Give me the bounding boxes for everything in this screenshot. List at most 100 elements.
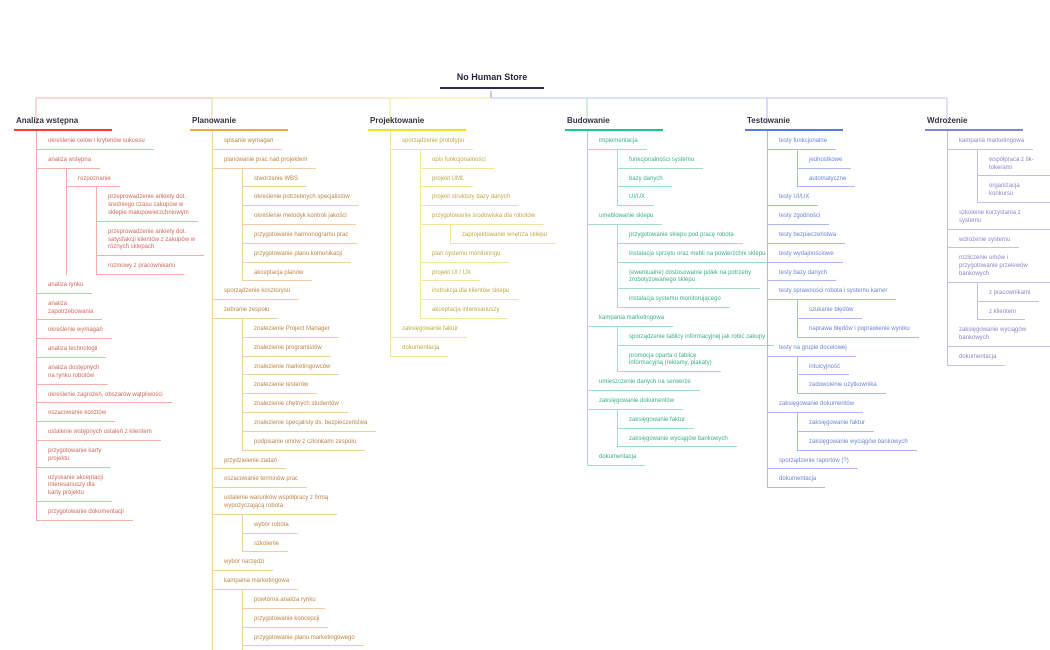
mindmap-node-label[interactable]: kampania marketingowa	[587, 314, 674, 327]
mindmap-node-label[interactable]: zaksięgowanie dokumentów	[587, 397, 684, 410]
mindmap-node-label[interactable]: wdrożenie systemu	[947, 236, 1020, 249]
mindmap-node-label[interactable]: plan systemu monitoringu	[420, 250, 510, 263]
branch-header[interactable]: Testowanie	[745, 114, 843, 131]
mindmap-node-label[interactable]: przygotowanie środowiska dla robotów	[420, 212, 545, 225]
mindmap-node-label[interactable]: umeblowanie sklepu	[587, 212, 663, 225]
mindmap-node-label[interactable]: określenie wymagań	[36, 326, 112, 340]
mindmap-node-label[interactable]: analiza technologii	[36, 345, 107, 358]
mindmap-node-label[interactable]: projekt struktury bazy danych	[420, 193, 520, 207]
mindmap-node-label[interactable]: znalezienie testerów	[242, 381, 318, 395]
mindmap-node-label[interactable]: opis funkcjonalności	[420, 156, 495, 169]
mindmap-node-label[interactable]: testy zgodności	[767, 212, 830, 225]
mindmap-node-label[interactable]: ustalenie warunków współpracy z firmą wy…	[212, 494, 338, 515]
mindmap-node-label[interactable]: uzyskanie akceptacji interesariuszy dla …	[36, 474, 113, 502]
mindmap-node-label[interactable]: projekt UML	[420, 175, 474, 188]
mindmap-node-label[interactable]: przygotowanie harmonogramu prac	[242, 231, 358, 244]
mindmap-node-label[interactable]: sporządzenie kosztorysu	[212, 287, 300, 301]
mindmap-node-label[interactable]: z klientem	[977, 308, 1026, 321]
mindmap-node-label[interactable]: znalezienie chętnych studentów	[242, 400, 348, 413]
mindmap-node-label[interactable]: współpraca z tik-tokerami	[977, 156, 1050, 177]
mindmap-node-label[interactable]: dokumentacja	[390, 344, 449, 357]
mindmap-node-label[interactable]: zaksięgowanie faktur	[617, 416, 695, 429]
mindmap-node-label[interactable]: oszacowanie terminów prac	[212, 475, 308, 489]
mindmap-node-label[interactable]: podpisanie umów z członkami zespołu	[242, 438, 366, 451]
mindmap-node-label[interactable]: określenie metodyk kontroli jakości	[242, 212, 356, 225]
mindmap-node-label[interactable]: zadowolenie użytkownika	[797, 381, 886, 395]
mindmap-node-label[interactable]: przygotowanie dokumentacji	[36, 508, 133, 521]
mindmap-node-label[interactable]: przygotowanie koncepcji	[242, 615, 329, 628]
mindmap-node-label[interactable]: spisanie wymagań	[212, 137, 283, 150]
mindmap-node-label[interactable]: testy funkcjonalne	[767, 137, 837, 150]
branch-header[interactable]: Budowanie	[565, 114, 663, 131]
mindmap-node-label[interactable]: analiza rynku	[36, 281, 93, 294]
mindmap-node-label[interactable]: znalezienie marketingowców	[242, 363, 340, 376]
mindmap-node-label[interactable]: przeprowadzenie ankiety dot. satysfakcji…	[96, 228, 205, 257]
mindmap-node-label[interactable]: przeprowadzenie ankiety dot. średniego c…	[96, 193, 198, 222]
mindmap-node-label[interactable]: szkolenie	[242, 540, 289, 553]
mindmap-node-label[interactable]: automatyczne	[797, 175, 856, 188]
mindmap-node-label[interactable]: instalacja systemu monitorującego	[617, 295, 730, 308]
mindmap-node-label[interactable]: jednostkowe	[797, 156, 852, 169]
mindmap-node-label[interactable]: planowanie prac nad projektem	[212, 156, 317, 169]
mindmap-node-label[interactable]: określenie potrzebnych specjalistów	[242, 193, 359, 207]
mindmap-node-label[interactable]: sporządzenie prototypu	[390, 137, 474, 150]
mindmap-node-label[interactable]: implementacja	[587, 137, 647, 150]
mindmap-node-label[interactable]: (ewentualne) dostosowanie półek na potrz…	[617, 269, 761, 290]
mindmap-node-label[interactable]: zaksięgowanie faktur	[797, 419, 875, 432]
mindmap-node-label[interactable]: kampania marketingowa	[947, 137, 1034, 150]
mindmap-node-label[interactable]: umieszczenie danych na serwerze	[587, 378, 700, 391]
mindmap-node-label[interactable]: wybór robota	[242, 521, 298, 534]
mindmap-node-label[interactable]: powtórna analiza rynku	[242, 596, 325, 609]
mindmap-node-label[interactable]: zaprojektowanie wnętrza sklepu	[450, 231, 557, 244]
mindmap-node-label[interactable]: akceptacja interesariuszy	[420, 306, 509, 319]
mindmap-node-label[interactable]: bazy danych	[617, 175, 672, 188]
branch-header[interactable]: Planowanie	[190, 114, 288, 131]
mindmap-node-label[interactable]: testy wydajnościowe	[767, 250, 843, 263]
mindmap-node-label[interactable]: testy bezpieczeństwa	[767, 231, 846, 244]
mindmap-node-label[interactable]: rozliczenie umów i przygotowanie przelew…	[947, 254, 1050, 283]
mindmap-node-label[interactable]: przygotowanie karty projektu	[36, 447, 111, 468]
mindmap-node-label[interactable]: zaksięgowanie faktur	[390, 325, 468, 338]
mindmap-node-label[interactable]: zaksięgowanie wyciągów bankowych	[617, 435, 737, 448]
mindmap-node-label[interactable]: testy UI/UX	[767, 193, 819, 207]
mindmap-node-label[interactable]: oszacowanie kosztów	[36, 409, 116, 423]
mindmap-node-label[interactable]: instalacja sprzętu oraz mebli na powierz…	[617, 250, 775, 263]
root-node[interactable]: No Human Store	[440, 72, 544, 89]
mindmap-node-label[interactable]: akceptacja planów	[242, 269, 313, 282]
mindmap-node-label[interactable]: szukanie błędów	[797, 306, 863, 319]
mindmap-node-label[interactable]: szkolenie korzystania z systemu	[947, 209, 1050, 230]
branch-header[interactable]: Analiza wstępna	[14, 114, 112, 131]
mindmap-node-label[interactable]: rozmowy z pracownikami	[96, 262, 185, 275]
mindmap-node-label[interactable]: intuicyjność	[797, 363, 850, 376]
mindmap-node-label[interactable]: przygotowanie planu komunikacji	[242, 250, 352, 263]
mindmap-node-label[interactable]: analiza wstępna	[36, 156, 101, 169]
mindmap-node-label[interactable]: promocja oparta o tablicę informacyjną (…	[617, 352, 721, 373]
mindmap-node-label[interactable]: UI/UX	[617, 193, 655, 207]
mindmap-node-label[interactable]: zaksięgowanie wyciągów bankowych	[797, 438, 917, 451]
mindmap-node-label[interactable]: testy bazy danych	[767, 269, 837, 282]
mindmap-node-label[interactable]: dokumentacja	[947, 353, 1006, 366]
mindmap-node-label[interactable]: testy na grupie docelowej	[767, 344, 856, 357]
branch-header[interactable]: Wdrożenie	[925, 114, 1023, 131]
mindmap-node-label[interactable]: określenie zagrożeń, obszarów wątpliwośc…	[36, 391, 172, 404]
mindmap-node-label[interactable]: zaksięgowanie dokumentów	[767, 400, 864, 413]
mindmap-node-label[interactable]: zebranie zespołu	[212, 306, 279, 319]
mindmap-node-label[interactable]: przygotowanie sklepu pod pracę robota	[617, 231, 743, 244]
mindmap-node-label[interactable]: analiza dostępnych na rynku robotów	[36, 364, 109, 385]
mindmap-node-label[interactable]: organizacja konkursu	[977, 182, 1050, 203]
mindmap-node-label[interactable]: kampania marketingowa	[212, 577, 299, 590]
mindmap-node-label[interactable]: naprawa błędów i poprawienie wyniku	[797, 325, 919, 338]
mindmap-node-label[interactable]: projekt UI / UX	[420, 269, 481, 282]
mindmap-node-label[interactable]: wybór narzędzi	[212, 558, 274, 572]
mindmap-node-label[interactable]: dokumentacja	[767, 475, 826, 489]
mindmap-node-label[interactable]: ustalenie wstępnych ustaleń z klientem	[36, 428, 161, 441]
mindmap-node-label[interactable]: zaksięgowanie wyciągów bankowych	[947, 326, 1050, 347]
mindmap-node-label[interactable]: przydzielenie zadań	[212, 457, 287, 470]
mindmap-node-label[interactable]: funkcjonalności systemu	[617, 156, 704, 169]
mindmap-node-label[interactable]: analiza zapotrzebowania	[36, 300, 103, 321]
mindmap-node-label[interactable]: rozpoznanie	[66, 175, 120, 188]
mindmap-node-label[interactable]: przygotowanie planu marketingowego	[242, 634, 364, 647]
mindmap-node-label[interactable]: sporządzenie raportów (?)	[767, 457, 858, 470]
mindmap-node-label[interactable]: sporządzenie tablicy informacyjnej jak r…	[617, 333, 775, 346]
mindmap-node-label[interactable]: testy sprawności robota i systemu kamer	[767, 287, 897, 301]
